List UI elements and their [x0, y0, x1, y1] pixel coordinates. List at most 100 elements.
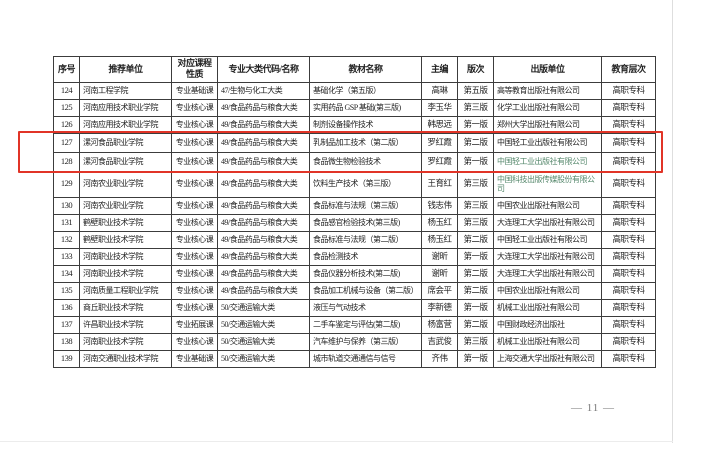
cell-recommend-unit: 漯河食品职业学院 — [79, 132, 172, 153]
table-row: 139 河南交通职业技术学院 专业基础课 50/交通运输大类 城市轨道交通通信与信号 齐伟… — [53, 349, 656, 368]
cell-course-type: 专业核心课 — [171, 247, 218, 266]
cell-editor: 杨富营 — [421, 315, 458, 334]
cell-publisher: 中国财政经济出版社 — [493, 315, 602, 334]
cell-education-level: 高职专科 — [601, 315, 656, 334]
cell-edition: 第三版 — [457, 98, 494, 117]
cell-publisher: 郑州大学出版社有限公司 — [493, 115, 602, 134]
cell-editor: 杨玉红 — [421, 213, 458, 232]
column-header-editor: 主编 — [421, 56, 458, 83]
cell-education-level: 高职专科 — [601, 281, 656, 300]
table-row: 131 鹤壁职业技术学院 专业核心课 49/食品药品与粮食大类 食品感官检验技术(第三版… — [53, 213, 656, 232]
table-row: 138 河南职业技术学院 专业核心课 50/交通运输大类 汽车维护与保养（第三版） 吉武俊… — [53, 332, 656, 351]
cell-no: 139 — [53, 349, 80, 368]
column-header-edition: 版次 — [457, 56, 494, 83]
cell-edition: 第三版 — [457, 332, 494, 351]
cell-editor: 谢昕 — [421, 264, 458, 283]
page-edge-vertical-line — [672, 0, 673, 443]
cell-editor: 李玉华 — [421, 98, 458, 117]
cell-recommend-unit: 漯河食品职业学院 — [79, 151, 172, 172]
table-row: 130 河南农业职业学院 专业核心课 49/食品药品与粮食大类 食品标准与法规（第三版）… — [53, 196, 656, 215]
table-row: 132 鹤壁职业技术学院 专业核心课 49/食品药品与粮食大类 食品标准与法规（第二版）… — [53, 230, 656, 249]
cell-education-level: 高职专科 — [601, 264, 656, 283]
cell-recommend-unit: 河南职业技术学院 — [79, 247, 172, 266]
cell-editor: 李新德 — [421, 298, 458, 317]
table-header-row: 序号 推荐单位 对应课程性质 专业大类代码/名称 教材名称 主编 版次 出版单位… — [53, 56, 656, 83]
cell-no: 131 — [53, 213, 80, 232]
cell-publisher: 中国轻工业出版社有限公司 — [493, 151, 602, 172]
cell-course-type: 专业拓展课 — [171, 315, 218, 334]
cell-publisher: 中国农业出版社有限公司 — [493, 196, 602, 215]
cell-major-category: 49/食品药品与粮食大类 — [217, 132, 310, 153]
cell-no: 128 — [53, 151, 80, 172]
cell-edition: 第三版 — [457, 196, 494, 215]
cell-course-type: 专业核心课 — [171, 98, 218, 117]
cell-major-category: 49/食品药品与粮食大类 — [217, 151, 310, 172]
cell-book-title: 食品加工机械与设备（第二版） — [309, 281, 422, 300]
column-header-major-category: 专业大类代码/名称 — [217, 56, 310, 83]
column-header-book-title: 教材名称 — [309, 56, 422, 83]
cell-editor: 杨玉红 — [421, 230, 458, 249]
cell-book-title: 实用药品 GSP 基础(第三版) — [309, 98, 422, 117]
cell-major-category: 49/食品药品与粮食大类 — [217, 98, 310, 117]
page-edge-horizontal-line — [0, 441, 673, 442]
cell-publisher: 大连理工大学出版社有限公司 — [493, 247, 602, 266]
cell-editor: 高琳 — [421, 81, 458, 100]
cell-edition: 第一版 — [457, 247, 494, 266]
cell-major-category: 49/食品药品与粮食大类 — [217, 230, 310, 249]
cell-recommend-unit: 商丘职业技术学院 — [79, 298, 172, 317]
table-row: 124 河南工程学院 专业基础课 47/生物与化工大类 基础化学（第五版） 高琳 第五版 高等… — [53, 81, 656, 100]
cell-no: 133 — [53, 247, 80, 266]
cell-major-category: 50/交通运输大类 — [217, 349, 310, 368]
table-row: 134 河南职业技术学院 专业核心课 49/食品药品与粮食大类 食品仪器分析技术(第二版… — [53, 264, 656, 283]
cell-education-level: 高职专科 — [601, 349, 656, 368]
cell-no: 137 — [53, 315, 80, 334]
cell-education-level: 高职专科 — [601, 247, 656, 266]
cell-publisher: 中国轻工业出版社有限公司 — [493, 230, 602, 249]
cell-publisher: 大连理工大学出版社有限公司 — [493, 264, 602, 283]
cell-edition: 第一版 — [457, 115, 494, 134]
cell-editor: 罗红霞 — [421, 132, 458, 153]
cell-editor: 钱志伟 — [421, 196, 458, 215]
cell-editor: 谢昕 — [421, 247, 458, 266]
cell-major-category: 47/生物与化工大类 — [217, 81, 310, 100]
cell-major-category: 50/交通运输大类 — [217, 298, 310, 317]
cell-editor: 席会平 — [421, 281, 458, 300]
cell-recommend-unit: 河南应用技术职业学院 — [79, 98, 172, 117]
cell-recommend-unit: 河南工程学院 — [79, 81, 172, 100]
cell-publisher: 中国农业出版社有限公司 — [493, 281, 602, 300]
cell-publisher: 化学工业出版社有限公司 — [493, 98, 602, 117]
page-number: — 11 — — [570, 402, 616, 414]
cell-publisher: 中国轻工业出版社有限公司 — [493, 132, 602, 153]
cell-no: 132 — [53, 230, 80, 249]
cell-publisher: 机械工业出版社有限公司 — [493, 298, 602, 317]
cell-publisher: 中国科技出版传媒股份有限公司 — [493, 170, 602, 198]
table-row: 136 商丘职业技术学院 专业核心课 50/交通运输大类 液压与气动技术 李新德 第一版 机械… — [53, 298, 656, 317]
cell-edition: 第一版 — [457, 151, 494, 172]
cell-recommend-unit: 河南交通职业技术学院 — [79, 349, 172, 368]
cell-book-title: 食品仪器分析技术(第二版) — [309, 264, 422, 283]
cell-book-title: 城市轨道交通通信与信号 — [309, 349, 422, 368]
cell-major-category: 50/交通运输大类 — [217, 315, 310, 334]
cell-education-level: 高职专科 — [601, 81, 656, 100]
cell-major-category: 49/食品药品与粮食大类 — [217, 196, 310, 215]
cell-course-type: 专业核心课 — [171, 151, 218, 172]
cell-edition: 第二版 — [457, 264, 494, 283]
cell-book-title: 食品标准与法规（第二版） — [309, 230, 422, 249]
table-row: 125 河南应用技术职业学院 专业核心课 49/食品药品与粮食大类 实用药品 GSP 基… — [53, 98, 656, 117]
cell-course-type: 专业核心课 — [171, 230, 218, 249]
cell-book-title: 食品检测技术 — [309, 247, 422, 266]
cell-edition: 第二版 — [457, 281, 494, 300]
column-header-publisher: 出版单位 — [493, 56, 602, 83]
table-row: 128 漯河食品职业学院 专业核心课 49/食品药品与粮食大类 食品微生物检验技术 罗红霞… — [53, 151, 656, 172]
cell-book-title: 食品标准与法规（第三版） — [309, 196, 422, 215]
textbook-table: 序号 推荐单位 对应课程性质 专业大类代码/名称 教材名称 主编 版次 出版单位… — [53, 56, 656, 368]
cell-course-type: 专业核心课 — [171, 132, 218, 153]
cell-book-title: 饮料生产技术（第三版） — [309, 170, 422, 198]
cell-course-type: 专业基础课 — [171, 349, 218, 368]
table-row: 135 河南质量工程职业学院 专业核心课 49/食品药品与粮食大类 食品加工机械与设备（… — [53, 281, 656, 300]
cell-book-title: 制剂设备操作技术 — [309, 115, 422, 134]
cell-recommend-unit: 河南应用技术职业学院 — [79, 115, 172, 134]
cell-no: 136 — [53, 298, 80, 317]
cell-recommend-unit: 鹤壁职业技术学院 — [79, 230, 172, 249]
